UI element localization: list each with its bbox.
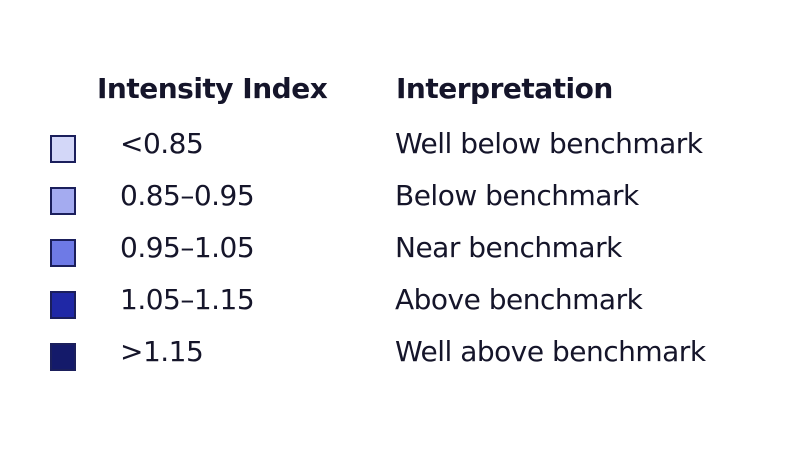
color-swatch bbox=[50, 291, 76, 319]
interpretation-label: Well above benchmark bbox=[395, 335, 706, 368]
color-swatch bbox=[50, 239, 76, 267]
range-label: 0.85–0.95 bbox=[120, 179, 255, 212]
column-header: Intensity Index bbox=[97, 72, 328, 105]
range-label: >1.15 bbox=[120, 335, 204, 368]
color-swatch bbox=[50, 135, 76, 163]
interpretation-label: Near benchmark bbox=[395, 231, 622, 264]
color-swatch bbox=[50, 343, 76, 371]
color-swatch bbox=[50, 187, 76, 215]
range-label: 0.95–1.05 bbox=[120, 231, 255, 264]
interpretation-label: Below benchmark bbox=[395, 179, 639, 212]
range-label: 1.05–1.15 bbox=[120, 283, 255, 316]
interpretation-label: Above benchmark bbox=[395, 283, 643, 316]
interpretation-label: Well below benchmark bbox=[395, 127, 703, 160]
column-header: Interpretation bbox=[396, 72, 613, 105]
range-label: <0.85 bbox=[120, 127, 204, 160]
